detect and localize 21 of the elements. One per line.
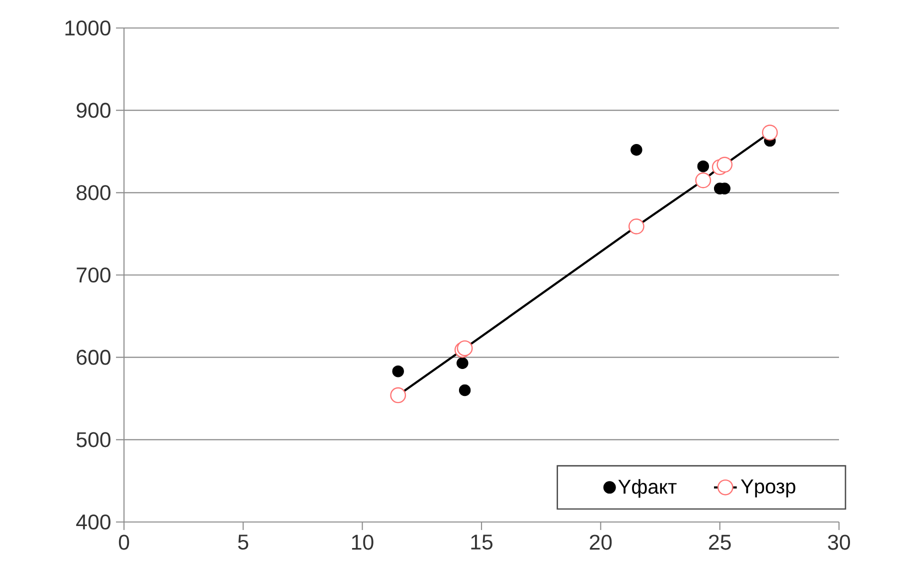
point	[630, 144, 642, 156]
x-tick-label: 25	[709, 534, 731, 550]
y-tick-label: 400	[76, 514, 110, 530]
y-tick-label: 800	[76, 185, 110, 200]
x-tick-label: 30	[828, 534, 850, 550]
point	[458, 384, 471, 396]
x-tick-label: 10	[352, 534, 374, 550]
point	[456, 357, 468, 369]
y-tick-label: 900	[76, 102, 110, 118]
y-tick-label: 500	[76, 432, 110, 448]
y-tick-label: 700	[76, 267, 110, 283]
y-tick-label: 1000	[65, 20, 110, 36]
x-tick-label: 20	[590, 534, 612, 550]
x-tick-label: 15	[471, 534, 492, 550]
x-tick-label: 0	[118, 534, 130, 550]
point	[697, 160, 710, 172]
x-tick-label: 5	[238, 534, 248, 550]
y-tick-label: 600	[76, 350, 110, 365]
legend-label: Yрозр	[740, 480, 796, 498]
legend-label: Yфакт	[618, 479, 677, 498]
point	[392, 365, 404, 378]
